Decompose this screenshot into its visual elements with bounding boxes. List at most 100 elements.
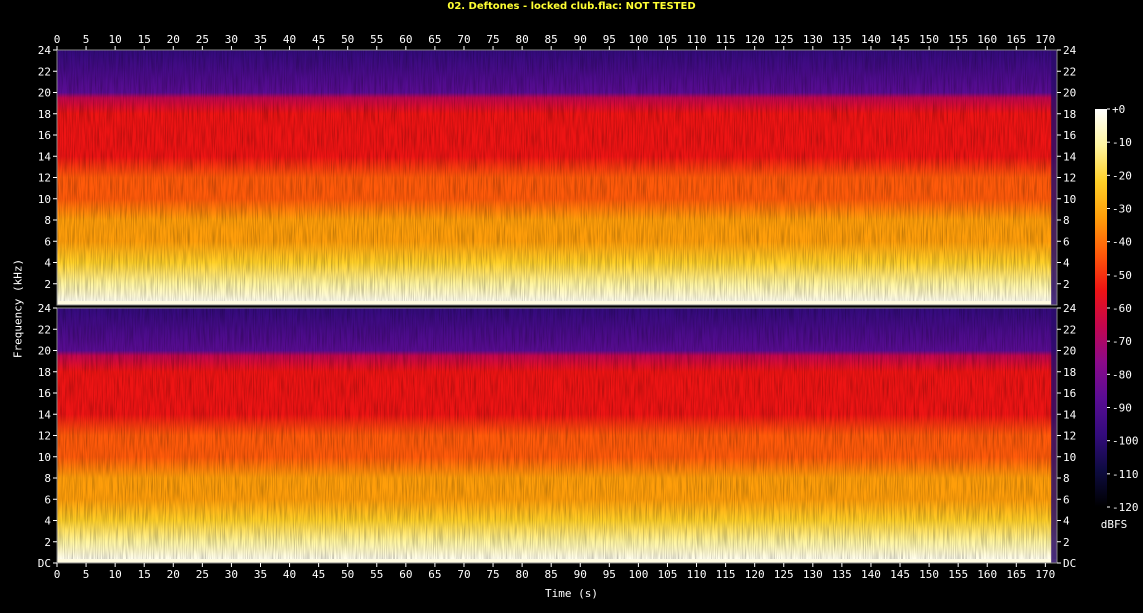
x-tick-label: 40 [283,33,296,46]
y-tick-label: 22 [38,65,51,78]
y-tick-label: 24 [38,302,52,315]
y-tick-label: 8 [1063,214,1070,227]
x-tick-label: 55 [370,33,383,46]
y-tick-label: 22 [1063,65,1076,78]
y-tick-label: 4 [1063,257,1070,270]
x-tick-label: 135 [832,33,852,46]
x-tick-label: 80 [515,568,528,581]
spectrogram-texture [57,50,1057,305]
track-end [1051,50,1057,305]
colorbar-tick-label: -90 [1112,402,1132,415]
y-tick-label: 12 [1063,172,1076,185]
x-tick-label: 120 [745,33,765,46]
colorbar: +0 -10 -20 -30 -40 -50 -60 -70 -80 -90 -100 -110 -12… [1095,103,1139,514]
y-tick-label: 2 [1063,536,1070,549]
x-tick-label: 105 [658,33,678,46]
x-tick-label: 70 [457,33,470,46]
x-tick-label: 5 [83,568,90,581]
x-tick-label: 90 [574,568,587,581]
y-tick-label: 10 [1063,451,1076,464]
colorbar-tick-label: -70 [1112,335,1132,348]
x-tick-label: 65 [428,568,441,581]
x-tick-label: 80 [515,33,528,46]
x-tick-label: 50 [341,33,354,46]
y-tick-label: 16 [1063,387,1076,400]
x-tick-label: 30 [225,568,238,581]
x-tick-label: 15 [138,33,151,46]
colorbar-tick-label: -100 [1112,435,1139,448]
x-tick-label: 115 [716,568,736,581]
y-tick-label: 16 [38,129,51,142]
x-tick-label: 110 [687,568,707,581]
x-tick-label: 145 [890,33,910,46]
y-tick-label: 24 [38,44,52,57]
y-tick-label: 22 [1063,323,1076,336]
x-tick-label: 0 [54,568,61,581]
x-tick-label: 75 [486,33,499,46]
y-tick-label: 16 [1063,129,1076,142]
colorbar-tick-label: -120 [1112,501,1139,514]
x-tick-label: 130 [803,568,823,581]
x-tick-label: 130 [803,33,823,46]
x-tick-label: 50 [341,568,354,581]
x-tick-label: 95 [603,33,616,46]
y-tick-label: 4 [44,257,51,270]
x-tick-label: 55 [370,568,383,581]
x-tick-label: 75 [486,568,499,581]
x-tick-label: 45 [312,33,325,46]
x-tick-label: 60 [399,568,412,581]
y-tick-label: 8 [44,472,51,485]
y-tick-label: 16 [38,387,51,400]
chart-title: 02. Deftones - locked club.flac: NOT TES… [447,1,696,12]
colorbar-units-label: dBFS [1100,518,1128,531]
x-tick-label: 135 [832,568,852,581]
x-tick-label: 90 [574,33,587,46]
x-tick-label: 10 [109,33,122,46]
spectrogram-texture [57,308,1057,563]
x-tick-label: 25 [196,33,209,46]
x-tick-label: 140 [861,568,881,581]
y-tick-label: 14 [1063,408,1077,421]
x-tick-label: 125 [774,33,794,46]
y-tick-label: DC [38,557,51,570]
colorbar-tick-label: -40 [1112,236,1132,249]
y-tick-label: 14 [1063,150,1077,163]
dc-band [57,301,1057,305]
spectrogram-panel-left-channel [56,49,1058,306]
x-tick-label: 95 [603,568,616,581]
x-tick-label: 160 [977,33,997,46]
y-tick-label: 8 [1063,472,1070,485]
x-tick-label: 110 [687,33,707,46]
colorbar-tick-label: -50 [1112,269,1132,282]
y-tick-label: 18 [38,366,51,379]
x-tick-label: 165 [1006,33,1026,46]
y-tick-label: 24 [1063,302,1077,315]
x-tick-label: 45 [312,568,325,581]
colorbar-tick-label: -80 [1112,368,1132,381]
y-tick-label: 18 [38,108,51,121]
x-tick-label: 65 [428,33,441,46]
x-tick-label: 5 [83,33,90,46]
x-tick-label: 85 [545,568,558,581]
x-tick-label: 155 [948,33,968,46]
y-tick-label: 4 [1063,515,1070,528]
x-tick-label: 150 [919,568,939,581]
x-tick-label: 10 [109,568,122,581]
y-tick-label: 12 [38,430,51,443]
y-tick-label: 6 [44,493,51,506]
x-tick-label: 150 [919,33,939,46]
x-tick-label: 165 [1006,568,1026,581]
x-tick-label: 40 [283,568,296,581]
x-tick-label: 35 [254,33,267,46]
y-tick-label: 2 [44,536,51,549]
y-tick-label: 2 [44,278,51,291]
y-tick-label: 20 [38,87,51,100]
colorbar-gradient [1095,109,1107,507]
x-tick-label: 20 [167,568,180,581]
y-tick-label: 20 [1063,345,1076,358]
x-tick-label: 25 [196,568,209,581]
x-tick-label: 15 [138,568,151,581]
colorbar-tick-label: +0 [1112,103,1125,116]
